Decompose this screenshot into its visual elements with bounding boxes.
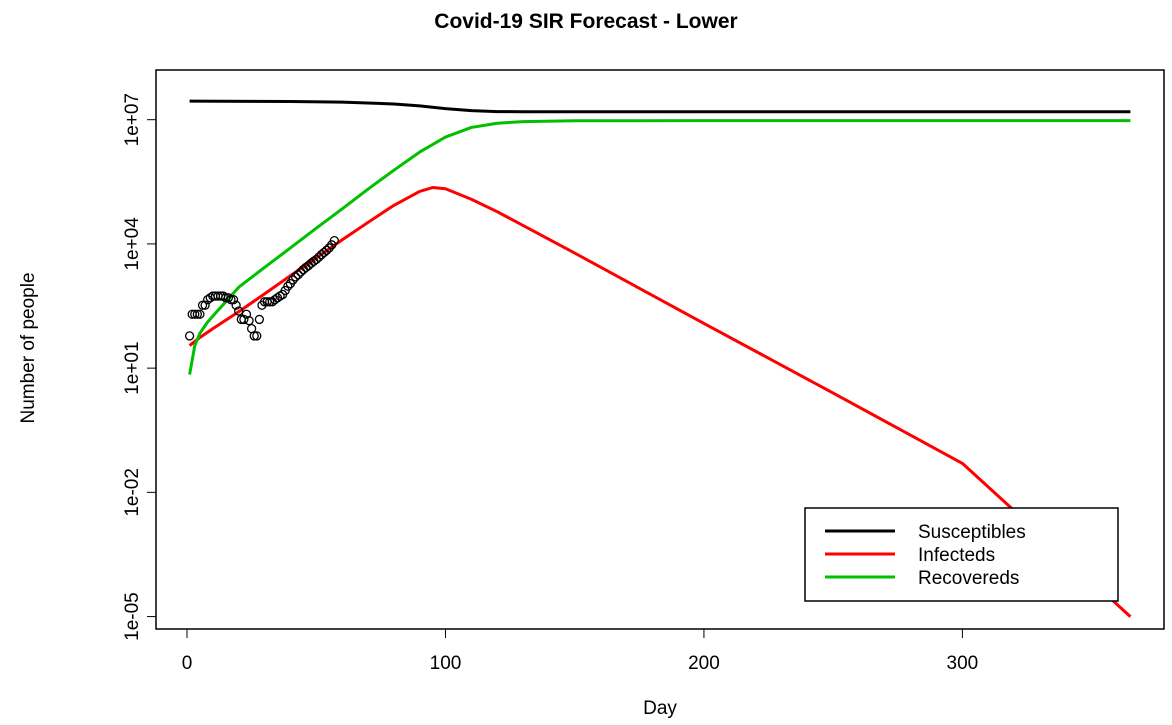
observed-point <box>329 235 339 246</box>
y-tick-label: 1e+01 <box>122 341 143 394</box>
series-line-infecteds <box>188 186 1132 618</box>
observed-point <box>293 270 303 280</box>
legend: Susceptibles Infecteds Recovereds <box>804 507 1119 602</box>
observed-point <box>314 252 324 262</box>
legend-label-susceptibles: Susceptibles <box>918 522 1026 543</box>
observed-point <box>275 291 285 301</box>
observed-point <box>249 331 259 341</box>
chart-title: Covid-19 SIR Forecast - Lower <box>434 10 737 33</box>
x-axis-title: Day <box>643 698 677 719</box>
y-tick-label: 1e-02 <box>122 468 143 517</box>
y-axis: 1e-05 1e-02 1e+01 1e+04 1e+07 <box>122 93 157 641</box>
x-tick-label: 0 <box>182 653 193 674</box>
x-tick-label: 100 <box>430 653 462 674</box>
observed-point <box>192 309 203 319</box>
observed-point <box>231 300 241 310</box>
observed-point <box>296 267 306 277</box>
y-tick-label: 1e+04 <box>122 217 143 271</box>
series-layer <box>188 99 1132 618</box>
y-tick-label: 1e+07 <box>122 93 143 146</box>
legend-label-recovereds: Recovereds <box>918 568 1019 589</box>
observed-point <box>226 295 236 305</box>
observed-point <box>195 309 205 319</box>
observed-point <box>244 316 254 326</box>
x-tick-label: 200 <box>688 653 720 674</box>
observed-points <box>184 235 339 341</box>
observed-point <box>223 293 234 303</box>
observed-point <box>252 331 262 341</box>
observed-point <box>288 275 298 285</box>
y-axis-title: Number of people <box>18 272 39 423</box>
observed-point <box>241 309 252 319</box>
observed-point <box>283 281 293 291</box>
observed-point <box>190 309 200 319</box>
observed-point <box>200 300 210 310</box>
observed-point <box>321 245 332 255</box>
observed-point <box>197 300 208 310</box>
observed-point <box>254 314 265 325</box>
legend-label-infecteds: Infecteds <box>918 545 995 566</box>
observed-point <box>324 243 334 253</box>
observed-point <box>184 331 195 341</box>
observed-point <box>239 314 249 325</box>
series-line-susceptibles <box>189 99 1131 114</box>
series-line-recovereds <box>188 119 1131 375</box>
observed-point <box>319 247 329 258</box>
x-axis: 0 100 200 300 <box>182 628 979 674</box>
observed-point <box>265 297 275 307</box>
observed-point <box>234 306 244 316</box>
observed-point <box>311 254 321 265</box>
y-tick-label: 1e-05 <box>122 592 143 641</box>
observed-point <box>218 291 228 301</box>
observed-point <box>228 295 239 305</box>
observed-point <box>290 272 301 282</box>
x-tick-label: 300 <box>947 653 979 674</box>
